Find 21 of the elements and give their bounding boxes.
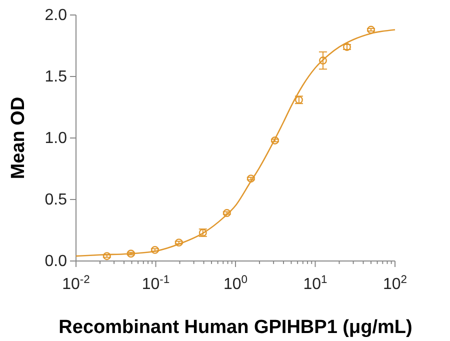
x-tick-label: 10$^{-2}$ bbox=[62, 274, 90, 294]
point bbox=[174, 238, 183, 247]
y-tick-label: 2.0 bbox=[44, 7, 68, 24]
point bbox=[367, 26, 375, 34]
point bbox=[318, 56, 327, 64]
x-tick-label: 10$^{1}$ bbox=[303, 274, 328, 294]
y-tick-label: 1.0 bbox=[44, 130, 68, 148]
point bbox=[102, 252, 111, 260]
x-tick-label: 10$^{2}$ bbox=[382, 274, 408, 294]
point bbox=[222, 209, 231, 218]
point bbox=[246, 174, 255, 183]
point bbox=[150, 246, 159, 254]
y-axis-title: Mean OD bbox=[8, 96, 29, 180]
y-tick-label: 1.5 bbox=[44, 68, 68, 86]
y-tick-label: 0.5 bbox=[44, 192, 68, 209]
point bbox=[270, 136, 279, 144]
y-tick-label: 0.0 bbox=[44, 253, 68, 270]
x-tick-label: 10$^{0}$ bbox=[223, 274, 248, 294]
x-tick-label: 10$^{-1}$ bbox=[142, 274, 170, 294]
x-axis-title: Recombinant Human GPIHBP1 (μg/mL) bbox=[58, 317, 412, 338]
point bbox=[126, 250, 135, 258]
